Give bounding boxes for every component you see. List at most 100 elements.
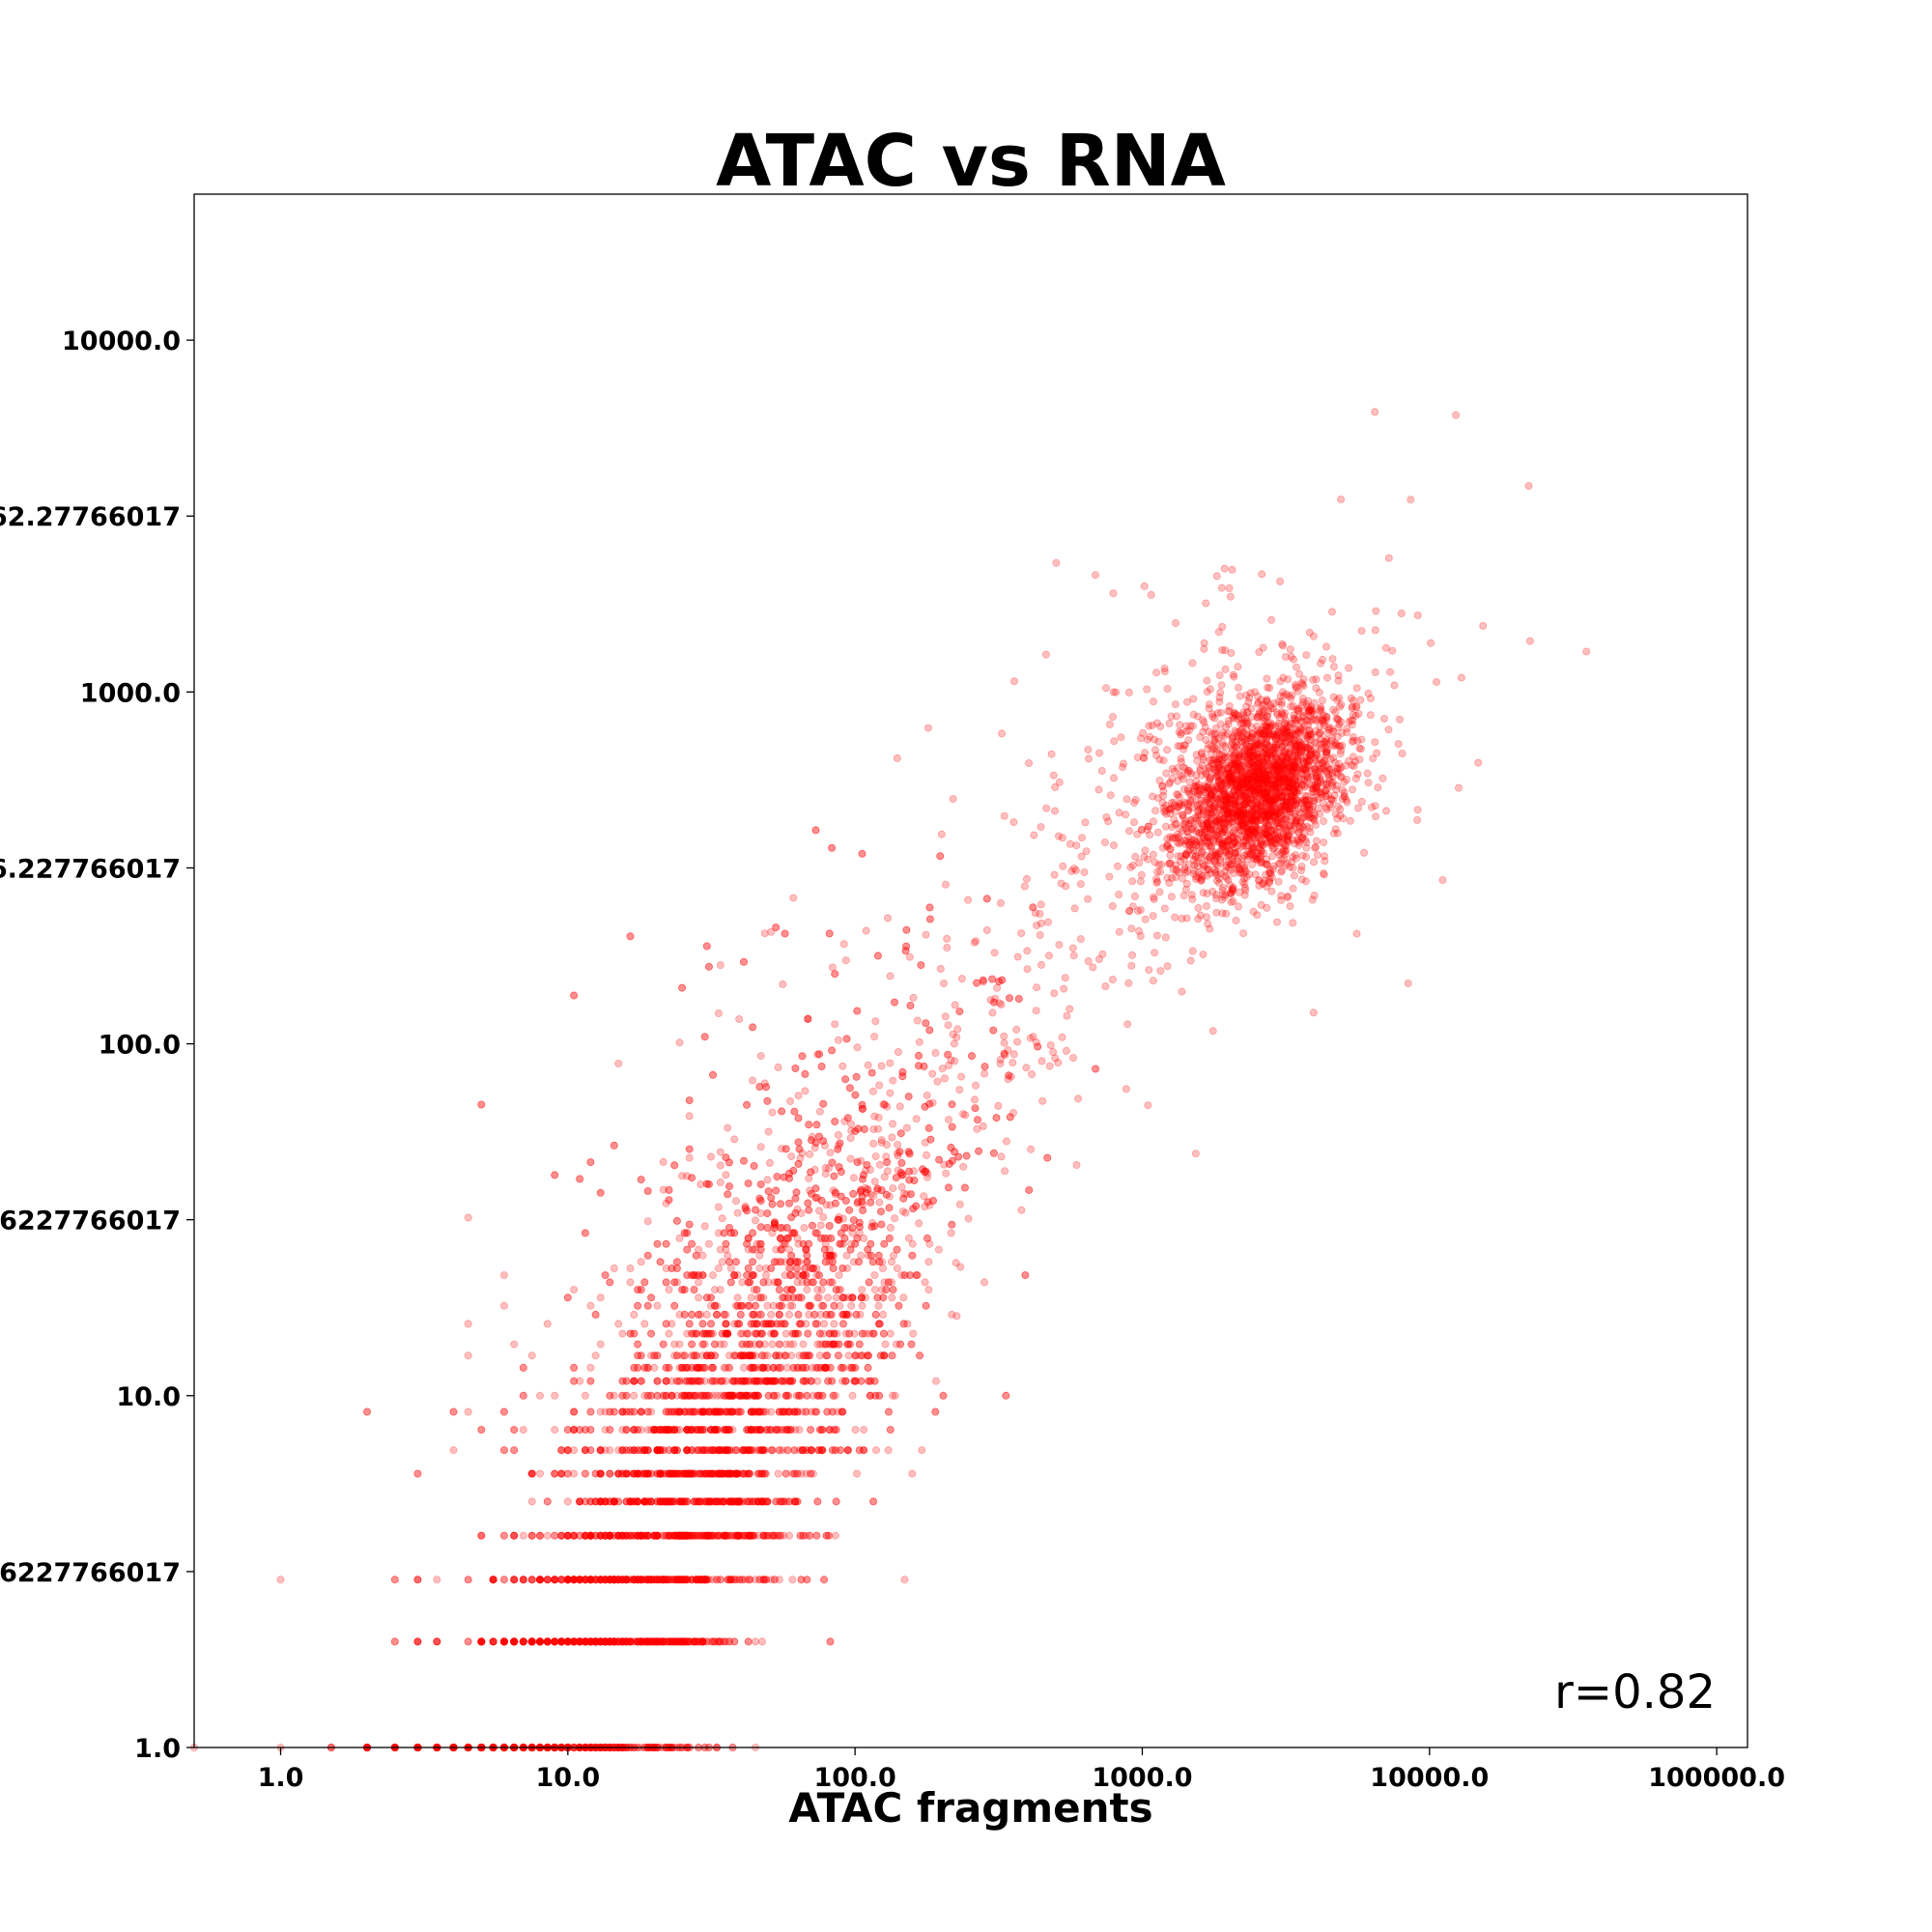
data-point (735, 1407, 744, 1416)
data-point (449, 1407, 458, 1416)
data-point (768, 1108, 777, 1117)
data-point (785, 1310, 794, 1319)
data-point (899, 1194, 908, 1203)
data-point (692, 1497, 700, 1506)
data-point (752, 1301, 760, 1310)
data-point (591, 1576, 600, 1584)
data-point (988, 975, 997, 983)
data-point (659, 1391, 668, 1400)
data-point (570, 1446, 579, 1455)
data-point (716, 1148, 724, 1156)
data-point (746, 1340, 754, 1349)
data-point (795, 1145, 804, 1153)
data-point (551, 1637, 559, 1646)
data-point (869, 1497, 878, 1506)
data-point (510, 1637, 519, 1646)
data-point (743, 1329, 752, 1338)
data-point (581, 1531, 589, 1540)
data-point (889, 1391, 897, 1400)
data-point (731, 1446, 740, 1455)
data-point (695, 1278, 703, 1287)
data-point (596, 1637, 605, 1646)
data-point (805, 1174, 813, 1182)
data-point (923, 1234, 932, 1242)
data-point (714, 1264, 723, 1273)
data-point (626, 1576, 635, 1584)
data-point (700, 1497, 709, 1506)
data-point (816, 1310, 825, 1319)
data-point (827, 1234, 836, 1242)
data-point (752, 1407, 760, 1416)
data-point (722, 1377, 730, 1385)
data-point (733, 1469, 742, 1478)
data-point (695, 1446, 703, 1455)
data-point (643, 1301, 652, 1310)
data-point (586, 1637, 595, 1646)
data-point (829, 1264, 838, 1273)
data-point (855, 1258, 864, 1266)
data-point (692, 1329, 700, 1338)
data-point (634, 1286, 642, 1294)
data-point (793, 1407, 802, 1416)
data-point (886, 1329, 895, 1338)
data-point (647, 1293, 656, 1302)
data-point (858, 1351, 867, 1360)
data-point (786, 1097, 795, 1106)
data-point (722, 1171, 730, 1179)
data-point (675, 1576, 684, 1584)
data-point (570, 1407, 579, 1416)
data-point (805, 1206, 813, 1214)
data-point (957, 1072, 966, 1081)
data-point (758, 1469, 767, 1478)
data-point (610, 1497, 618, 1506)
data-point (637, 1351, 645, 1360)
data-point (816, 1221, 825, 1230)
data-point (778, 1107, 786, 1116)
data-point (709, 1271, 718, 1280)
data-point (831, 1531, 839, 1540)
data-point (695, 1363, 703, 1372)
data-point (868, 1219, 877, 1228)
data-point (551, 1637, 559, 1646)
data-point (806, 1531, 814, 1540)
data-point (923, 1198, 932, 1207)
data-point (802, 1351, 810, 1360)
data-point (713, 1310, 722, 1319)
data-point (668, 1426, 676, 1435)
data-point (915, 1037, 923, 1046)
data-point (733, 1208, 742, 1217)
data-point (842, 1035, 851, 1043)
data-point (864, 1061, 872, 1069)
data-point (714, 1009, 723, 1018)
data-point (670, 1301, 679, 1310)
data-point (536, 1637, 545, 1646)
data-point (707, 1320, 716, 1328)
data-point (782, 1363, 791, 1372)
data-point (794, 1092, 803, 1100)
data-point (749, 1076, 757, 1085)
data-point (797, 1320, 806, 1328)
data-point (841, 1329, 850, 1338)
data-point (920, 1062, 928, 1070)
data-point (871, 1152, 880, 1161)
data-point (859, 1171, 867, 1179)
data-point (815, 1050, 824, 1059)
data-point (832, 1340, 840, 1349)
data-point (634, 1637, 642, 1646)
data-point (815, 1293, 824, 1302)
data-point (653, 1377, 662, 1385)
data-point (743, 1271, 752, 1280)
data-point (670, 1469, 679, 1478)
data-point (802, 1245, 810, 1254)
data-point (867, 1190, 875, 1199)
data-point (735, 1391, 744, 1400)
data-point (760, 1351, 769, 1360)
data-point (618, 1531, 627, 1540)
data-point (834, 1351, 842, 1360)
data-point (1028, 1070, 1037, 1079)
data-point (775, 1286, 783, 1294)
data-point (726, 1407, 735, 1416)
data-point (948, 1100, 956, 1109)
data-point (875, 1198, 884, 1207)
data-point (869, 1139, 878, 1148)
